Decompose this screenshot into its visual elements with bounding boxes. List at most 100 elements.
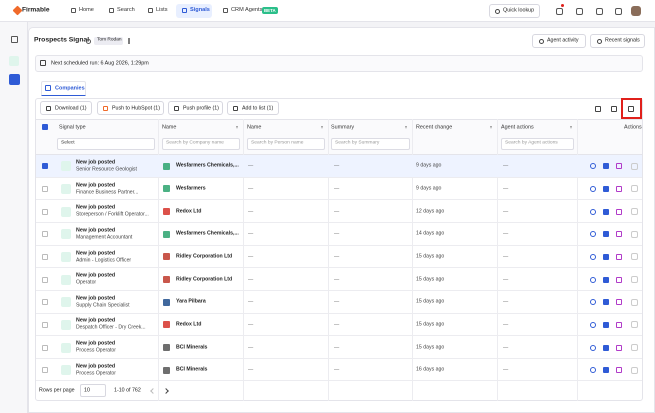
quick-lookup[interactable]: Quick lookup: [503, 7, 535, 14]
table-row[interactable]: [36, 246, 642, 269]
action-magic: [616, 321, 622, 328]
page-size-select[interactable]: [80, 384, 106, 397]
row-checkbox[interactable]: [42, 208, 48, 215]
nav-item[interactable]: CRM Agents: [231, 6, 263, 13]
company-logo: [162, 162, 170, 170]
column-header: Agent actions: [501, 123, 534, 130]
row-checkbox[interactable]: [42, 185, 48, 192]
header-button[interactable]: [532, 34, 586, 48]
nav-item[interactable]: Lists: [156, 6, 168, 13]
signal-icon: [85, 38, 91, 44]
row-checkbox[interactable]: [42, 276, 48, 283]
person-name: —: [248, 298, 254, 305]
table-row[interactable]: [36, 268, 642, 291]
table-row[interactable]: [36, 178, 642, 201]
company-name[interactable]: Yara Pilbara: [176, 298, 206, 305]
agent-actions: —: [503, 185, 509, 192]
table-card: [35, 98, 643, 401]
view-icon: [628, 105, 634, 112]
nav-item[interactable]: Signals: [190, 6, 210, 13]
toolbar-button[interactable]: [40, 101, 92, 115]
signal-type: New job posted: [76, 249, 116, 256]
company-name[interactable]: Redox Ltd: [176, 321, 202, 328]
agent-actions: —: [503, 298, 509, 305]
person-name: —: [248, 185, 254, 192]
filter-placeholder[interactable]: Search by Agent actions: [505, 140, 558, 146]
quick-lookup-btn[interactable]: [489, 4, 540, 18]
company-logo: [162, 208, 170, 216]
nav-tool-icon: [575, 7, 583, 15]
filter-input[interactable]: [331, 138, 410, 150]
column-header: Actions: [624, 123, 642, 130]
column-separator: [328, 119, 329, 401]
toolbar-label[interactable]: Add to list (1): [242, 104, 274, 111]
main-panel: [28, 27, 655, 413]
row-checkbox[interactable]: [42, 231, 48, 238]
toolbar-button[interactable]: [227, 101, 279, 115]
agent-actions: —: [503, 321, 509, 328]
column-header: Summary: [331, 123, 355, 130]
sidebar: [0, 22, 28, 413]
column-header: Name: [247, 123, 262, 130]
select-all[interactable]: [42, 124, 48, 130]
filter-input[interactable]: [247, 138, 325, 150]
signal-type: New job posted: [76, 295, 116, 302]
table-row[interactable]: [36, 223, 642, 246]
filter-placeholder[interactable]: Select: [61, 140, 75, 146]
filter-placeholder[interactable]: Search by Company name: [166, 140, 224, 146]
action-expand: [630, 276, 638, 284]
row-checkbox[interactable]: [42, 344, 48, 351]
row-checkbox[interactable]: [42, 253, 48, 260]
company-logo: [162, 344, 170, 352]
signal-type: New job posted: [76, 159, 116, 166]
agent-actions: —: [503, 162, 509, 169]
row-checkbox[interactable]: [42, 367, 48, 374]
tab-label[interactable]: Companies: [55, 84, 85, 91]
person-name: —: [248, 321, 254, 328]
filter-placeholder[interactable]: Search by Person name: [251, 140, 304, 146]
tab[interactable]: [41, 81, 86, 96]
row-checkbox[interactable]: [42, 299, 48, 306]
filter-input[interactable]: [501, 138, 574, 150]
toolbar-label[interactable]: Push profile (1): [183, 104, 219, 111]
action-linkedin: [603, 231, 609, 238]
row-checkbox[interactable]: [42, 163, 48, 170]
page-size[interactable]: 10: [84, 386, 90, 393]
job-role: Process Operator: [76, 370, 116, 377]
tab-icon: [45, 85, 51, 91]
nav-item[interactable]: Search: [117, 6, 135, 13]
filter-input[interactable]: [57, 138, 155, 150]
person-name: —: [248, 208, 254, 215]
company-name[interactable]: Wesfarmers Chemicals,...: [176, 230, 239, 237]
table-row[interactable]: [36, 336, 642, 359]
nav-item[interactable]: Home: [79, 6, 94, 13]
company-name[interactable]: Redox Ltd: [176, 208, 202, 215]
company-name[interactable]: Ridley Corporation Ltd: [176, 275, 233, 282]
row-checkbox[interactable]: [42, 321, 48, 328]
company-name[interactable]: Wesfarmers Chemicals,...: [176, 162, 239, 169]
filter-placeholder[interactable]: Search by Summary: [335, 140, 380, 146]
sort-icon: [569, 126, 572, 129]
table-row[interactable]: [36, 314, 642, 337]
person-name: —: [248, 162, 254, 169]
owner: Tom Rodan: [97, 37, 122, 43]
toolbar-button[interactable]: [97, 101, 164, 115]
toolbar-button[interactable]: [168, 101, 223, 115]
header-button[interactable]: [590, 34, 645, 48]
toolbar-label[interactable]: Download (1): [55, 104, 87, 111]
company-name[interactable]: Wesfarmers: [176, 185, 206, 192]
column-separator: [577, 119, 578, 401]
table-row[interactable]: [36, 291, 642, 314]
company-name[interactable]: BCI Minerals: [176, 366, 208, 373]
company-name[interactable]: Ridley Corporation Ltd: [176, 253, 233, 260]
company-name[interactable]: BCI Minerals: [176, 343, 208, 350]
table-row[interactable]: [36, 359, 642, 382]
filter-input[interactable]: [162, 138, 240, 150]
summary: —: [334, 162, 340, 169]
toolbar-label[interactable]: Push to HubSpot (1): [112, 104, 160, 111]
header-button-label[interactable]: Recent signals: [605, 37, 640, 44]
table-row[interactable]: [36, 155, 642, 178]
person-name: —: [248, 230, 254, 237]
table-row[interactable]: [36, 200, 642, 223]
header-button-label[interactable]: Agent activity: [547, 37, 579, 44]
